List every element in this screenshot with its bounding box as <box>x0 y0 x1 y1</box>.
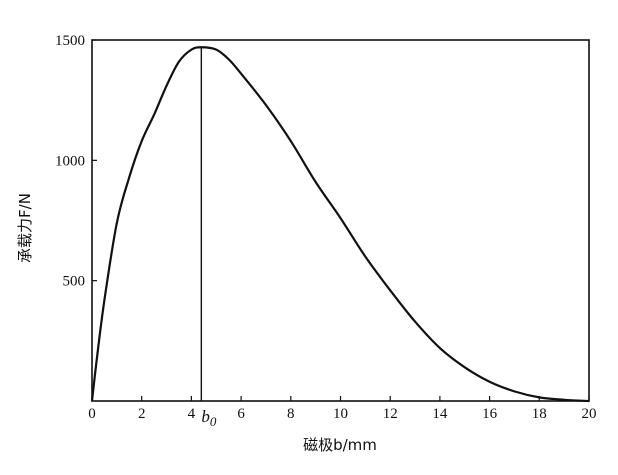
b0-subscript: 0 <box>210 414 217 429</box>
plot-frame <box>91 39 590 402</box>
x-tick-label: 18 <box>532 406 547 422</box>
x-tick-label: 16 <box>482 406 498 422</box>
plot-area <box>91 39 590 402</box>
x-tick-label: 20 <box>582 406 597 422</box>
x-tick-label: 6 <box>237 406 245 422</box>
b0-label: b0 <box>201 407 217 429</box>
force-curve <box>90 46 590 403</box>
x-tick-label: 0 <box>88 406 96 422</box>
x-tick-label: 2 <box>138 406 146 422</box>
x-axis-title: 磁极b/mm <box>303 436 377 454</box>
y-tick-label: 1500 <box>55 33 85 49</box>
tick-layer: 0 2 4 6 8 10 12 14 16 18 20 500 1000 1500 <box>55 33 597 422</box>
y-tick-label: 500 <box>63 274 86 290</box>
y-axis-title: 承载力F/N <box>16 193 34 263</box>
annotation-layer: b0 <box>200 47 217 429</box>
x-tick-label: 12 <box>383 406 398 422</box>
curve-layer <box>90 46 590 403</box>
x-tick-label: 8 <box>287 406 295 422</box>
y-tick-label: 1000 <box>55 153 85 169</box>
x-tick-label: 10 <box>333 406 348 422</box>
x-tick-label: 14 <box>432 406 448 422</box>
x-tick-label: 4 <box>188 406 196 422</box>
